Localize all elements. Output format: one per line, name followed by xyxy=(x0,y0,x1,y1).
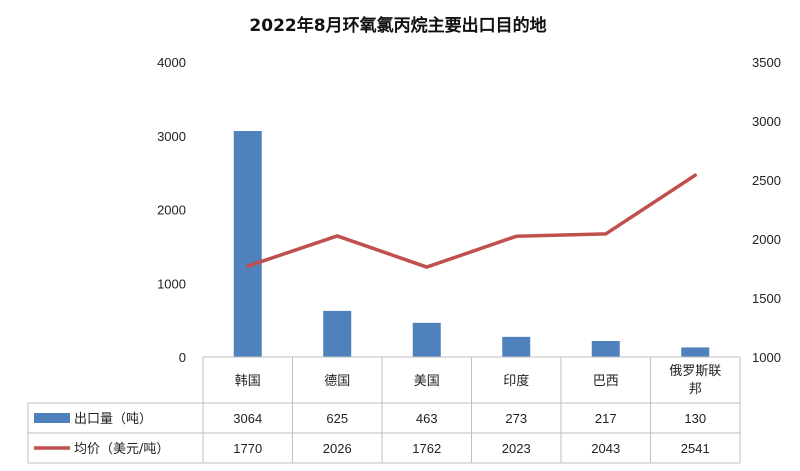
line-value-cell: 1770 xyxy=(233,441,262,456)
legend-key-bar xyxy=(34,413,70,423)
line-series xyxy=(246,173,697,269)
line-point xyxy=(335,234,339,238)
right-axis-tick-label: 2000 xyxy=(752,232,781,247)
bar xyxy=(233,131,262,357)
bar xyxy=(502,336,531,357)
bar xyxy=(323,310,352,357)
bar-value-cell: 463 xyxy=(416,411,438,426)
right-axis-tick-label: 1000 xyxy=(752,350,781,365)
category-label: 韩国 xyxy=(235,374,261,389)
line-point xyxy=(693,173,697,177)
line-point xyxy=(514,234,518,238)
right-axis-tick-label: 3000 xyxy=(752,114,781,129)
line-point xyxy=(425,265,429,269)
line-point xyxy=(246,264,250,268)
legend-label-line: 均价（美元/吨） xyxy=(74,442,169,457)
bar-series xyxy=(233,131,710,357)
left-axis-tick-label: 3000 xyxy=(157,129,186,144)
category-label: 印度 xyxy=(503,373,529,389)
line-value-cell: 2023 xyxy=(502,441,531,456)
left-axis-tick-label: 1000 xyxy=(157,276,186,291)
bar-value-cell: 130 xyxy=(684,411,706,426)
line-value-cell: 2043 xyxy=(591,441,620,456)
category-label-line: 俄罗斯联 xyxy=(669,364,721,379)
right-axis-tick-label: 2500 xyxy=(752,173,781,188)
category-label: 巴西 xyxy=(593,374,619,389)
left-axis: 0 1000 2000 3000 4000 xyxy=(157,55,186,365)
left-axis-tick-label: 4000 xyxy=(157,55,186,70)
line-value-cell: 1762 xyxy=(412,441,441,456)
chart-title: 2022年8月环氧氯丙烷主要出口目的地 xyxy=(249,15,546,36)
bar-value-cell: 625 xyxy=(326,411,348,426)
bar xyxy=(412,322,441,357)
category-label: 美国 xyxy=(414,374,440,389)
left-axis-tick-label: 0 xyxy=(179,350,186,365)
category-label: 俄罗斯联邦 xyxy=(669,364,721,397)
bar-value-cell: 273 xyxy=(505,411,527,426)
left-axis-tick-label: 2000 xyxy=(157,203,186,218)
bar xyxy=(681,347,710,357)
line-value-cell: 2541 xyxy=(681,441,710,456)
right-axis-tick-label: 3500 xyxy=(752,55,781,70)
category-label: 德国 xyxy=(324,374,350,389)
bar-value-cell: 3064 xyxy=(233,411,262,426)
bar xyxy=(591,340,620,357)
line-value-cell: 2026 xyxy=(323,441,352,456)
legend-label-bar: 出口量（吨） xyxy=(74,412,152,427)
line-path xyxy=(246,173,697,269)
right-axis-tick-label: 1500 xyxy=(752,291,781,306)
bar-value-cell: 217 xyxy=(595,411,617,426)
line-point xyxy=(604,232,608,236)
right-axis: 1000 1500 2000 2500 3000 3500 xyxy=(752,55,781,365)
category-label-line: 邦 xyxy=(689,382,702,397)
